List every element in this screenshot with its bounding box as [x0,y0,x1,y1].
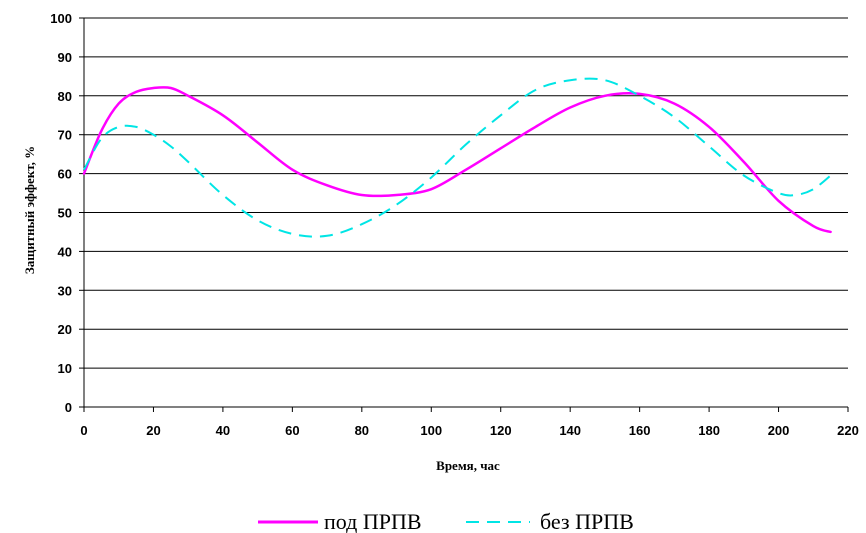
legend-label-bez-prpv: без ПРПВ [540,509,634,533]
y-tick-label-10: 10 [58,361,72,376]
x-tick-label-160: 160 [629,423,651,438]
x-tick-label-60: 60 [285,423,299,438]
x-tick-label-140: 140 [559,423,581,438]
y-tick-label-100: 100 [50,11,72,26]
legend: под ПРПВ без ПРПВ [258,509,634,533]
x-tick-label-80: 80 [355,423,369,438]
x-tick-label-180: 180 [698,423,720,438]
x-tick-label-120: 120 [490,423,512,438]
y-tick-label-40: 40 [58,244,72,259]
x-ticks: 0 20 40 60 80 100 120 140 160 180 200 220 [80,407,859,438]
x-tick-label-20: 20 [146,423,160,438]
x-tick-label-40: 40 [216,423,230,438]
x-tick-label-0: 0 [80,423,87,438]
series-line-bez-prpv [83,77,832,238]
x-axis-title: Время, час [436,458,500,473]
series-line-pod-prpv [82,86,832,234]
y-ticks: 0 10 20 30 40 50 60 70 80 90 100 [50,11,84,415]
x-tick-label-100: 100 [420,423,442,438]
x-tick-label-220: 220 [837,423,859,438]
y-tick-label-30: 30 [58,283,72,298]
legend-label-pod-prpv: под ПРПВ [324,509,422,533]
series-lines [82,77,832,238]
y-tick-label-60: 60 [58,167,72,182]
y-axis-title: Защитный эффект, % [22,146,37,274]
y-tick-label-80: 80 [58,89,72,104]
y-tick-label-90: 90 [58,50,72,65]
x-tick-label-200: 200 [768,423,790,438]
grid-lines [84,17,848,369]
y-tick-label-20: 20 [58,322,72,337]
y-tick-label-70: 70 [58,128,72,143]
y-tick-label-0: 0 [65,400,72,415]
y-tick-label-50: 50 [58,206,72,221]
